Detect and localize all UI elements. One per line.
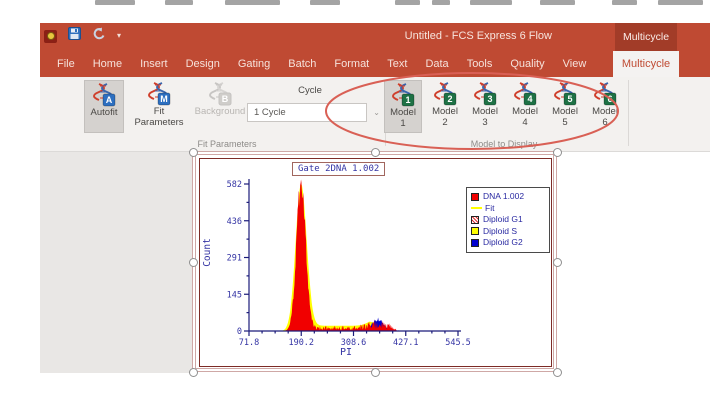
resize-handle-mid-left[interactable] xyxy=(189,258,198,267)
svg-text:A: A xyxy=(106,95,113,105)
background-button: B Background xyxy=(192,80,248,133)
model-2-button[interactable]: 2 Model 2 xyxy=(426,80,464,133)
tab-home[interactable]: Home xyxy=(92,58,123,70)
resize-handle-bottom-mid[interactable] xyxy=(371,368,380,377)
legend-item-diploid-s: Diploid S xyxy=(471,226,545,238)
legend-item-fit: Fit xyxy=(471,203,545,215)
tab-gating[interactable]: Gating xyxy=(237,58,271,70)
quick-access-toolbar: ▾ xyxy=(44,27,121,45)
legend-swatch-red xyxy=(471,192,479,201)
svg-text:B: B xyxy=(222,94,229,104)
dna-histogram-plot[interactable]: 71.8 190.2 308.6 427.1 545.5 0 145 291 436 582 Ga… xyxy=(199,158,552,367)
model-1-button[interactable]: 1 Model 1 xyxy=(384,80,422,133)
svg-text:1: 1 xyxy=(405,95,410,105)
app-icon[interactable] xyxy=(44,29,57,43)
chart-legend[interactable]: DNA 1.002 Fit Diploid G1 Diploid S Diplo… xyxy=(466,187,550,253)
model-5-button[interactable]: 5 Model 5 xyxy=(546,80,584,133)
dna-model-3-icon: 3 xyxy=(473,80,497,106)
svg-text:71.8: 71.8 xyxy=(239,338,259,348)
document-workspace: 71.8 190.2 308.6 427.1 545.5 0 145 291 436 582 Ga… xyxy=(40,148,710,377)
svg-text:5: 5 xyxy=(567,94,572,104)
title-bar: ▾ Untitled - FCS Express 6 Flow Multicyc… xyxy=(40,23,710,51)
svg-text:190.2: 190.2 xyxy=(288,338,314,348)
model-3-button[interactable]: 3 Model 3 xyxy=(466,80,504,133)
dna-model-5-icon: 5 xyxy=(553,80,577,106)
svg-text:145: 145 xyxy=(227,290,242,300)
legend-item-diploid-g1: Diploid G1 xyxy=(471,214,545,226)
tab-batch[interactable]: Batch xyxy=(288,58,317,70)
svg-text:0: 0 xyxy=(237,327,242,337)
fit-parameters-button[interactable]: M Fit Parameters xyxy=(130,80,188,133)
tab-tools[interactable]: Tools xyxy=(466,58,493,70)
gate-title-box[interactable]: Gate 2DNA 1.002 xyxy=(292,162,386,176)
resize-handle-bottom-right[interactable] xyxy=(553,368,562,377)
model-6-button[interactable]: 6 Model 6 xyxy=(586,80,624,133)
svg-text:427.1: 427.1 xyxy=(393,338,419,348)
legend-item-dna: DNA 1.002 xyxy=(471,191,545,203)
dna-model-2-icon: 2 xyxy=(433,80,457,106)
chevron-down-icon[interactable]: ⌄ xyxy=(373,108,380,117)
svg-text:291: 291 xyxy=(227,254,242,264)
dna-background-icon: B xyxy=(208,80,232,106)
save-icon[interactable] xyxy=(68,27,81,45)
legend-swatch-blue xyxy=(471,238,479,247)
fit-group-label: Fit Parameters xyxy=(197,139,257,149)
legend-swatch-hatch xyxy=(471,215,479,224)
svg-text:4: 4 xyxy=(527,94,532,104)
svg-text:6: 6 xyxy=(607,94,612,104)
tab-design[interactable]: Design xyxy=(185,58,220,70)
undo-icon[interactable] xyxy=(92,27,106,45)
tab-text[interactable]: Text xyxy=(387,58,408,70)
dna-model-4-icon: 4 xyxy=(513,80,537,106)
svg-text:545.5: 545.5 xyxy=(445,338,471,348)
x-axis-label: PI xyxy=(339,347,353,358)
svg-text:308.6: 308.6 xyxy=(341,338,367,348)
model-group-label: Model to Display xyxy=(470,139,538,149)
tab-multicycle[interactable]: Multicycle xyxy=(613,51,679,77)
tab-view[interactable]: View xyxy=(562,58,587,70)
tab-data[interactable]: Data xyxy=(425,58,449,70)
legend-swatch-fit-line xyxy=(471,207,482,210)
group-separator xyxy=(628,80,629,146)
dna-model-1-icon: 1 xyxy=(391,81,415,107)
resize-handle-top-right[interactable] xyxy=(553,148,562,157)
autofit-button[interactable]: A Autofit xyxy=(84,80,124,133)
multicycle-ribbon: A Autofit M Fit Parameters B Background … xyxy=(40,77,710,152)
model-4-button[interactable]: 4 Model 4 xyxy=(506,80,544,133)
svg-text:436: 436 xyxy=(227,217,242,227)
dna-model-6-icon: 6 xyxy=(593,80,617,106)
tab-format[interactable]: Format xyxy=(334,58,370,70)
contextual-tab-header[interactable]: Multicycle xyxy=(615,23,677,51)
cycle-dropdown[interactable]: 1 Cycle ⌄ xyxy=(247,103,380,122)
legend-swatch-yellow xyxy=(471,227,479,236)
dna-fit-parameters-icon: M xyxy=(147,80,171,106)
y-axis-label: Count xyxy=(201,238,213,267)
dna-autofit-icon: A xyxy=(92,81,116,107)
resize-handle-bottom-left[interactable] xyxy=(189,368,198,377)
resize-handle-top-mid[interactable] xyxy=(371,148,380,157)
customize-toolbar-caret-icon[interactable]: ▾ xyxy=(117,31,122,40)
histogram-canvas: 71.8 190.2 308.6 427.1 545.5 0 145 291 436 582 xyxy=(227,179,471,348)
window-title: Untitled - FCS Express 6 Flow xyxy=(404,30,552,42)
legend-item-diploid-g2: Diploid G2 xyxy=(471,237,545,249)
workspace-margin xyxy=(40,152,192,373)
tab-file[interactable]: File xyxy=(57,58,75,70)
svg-text:M: M xyxy=(160,94,168,104)
resize-handle-top-left[interactable] xyxy=(189,148,198,157)
svg-text:3: 3 xyxy=(487,94,492,104)
resize-handle-mid-right[interactable] xyxy=(553,258,562,267)
svg-text:2: 2 xyxy=(447,94,452,104)
cycle-label: Cycle xyxy=(298,85,322,96)
ribbon-tab-row: File Home Insert Design Gating Batch For… xyxy=(40,51,710,77)
svg-text:582: 582 xyxy=(227,180,242,190)
tab-quality[interactable]: Quality xyxy=(510,58,545,70)
tab-insert[interactable]: Insert xyxy=(140,58,168,70)
